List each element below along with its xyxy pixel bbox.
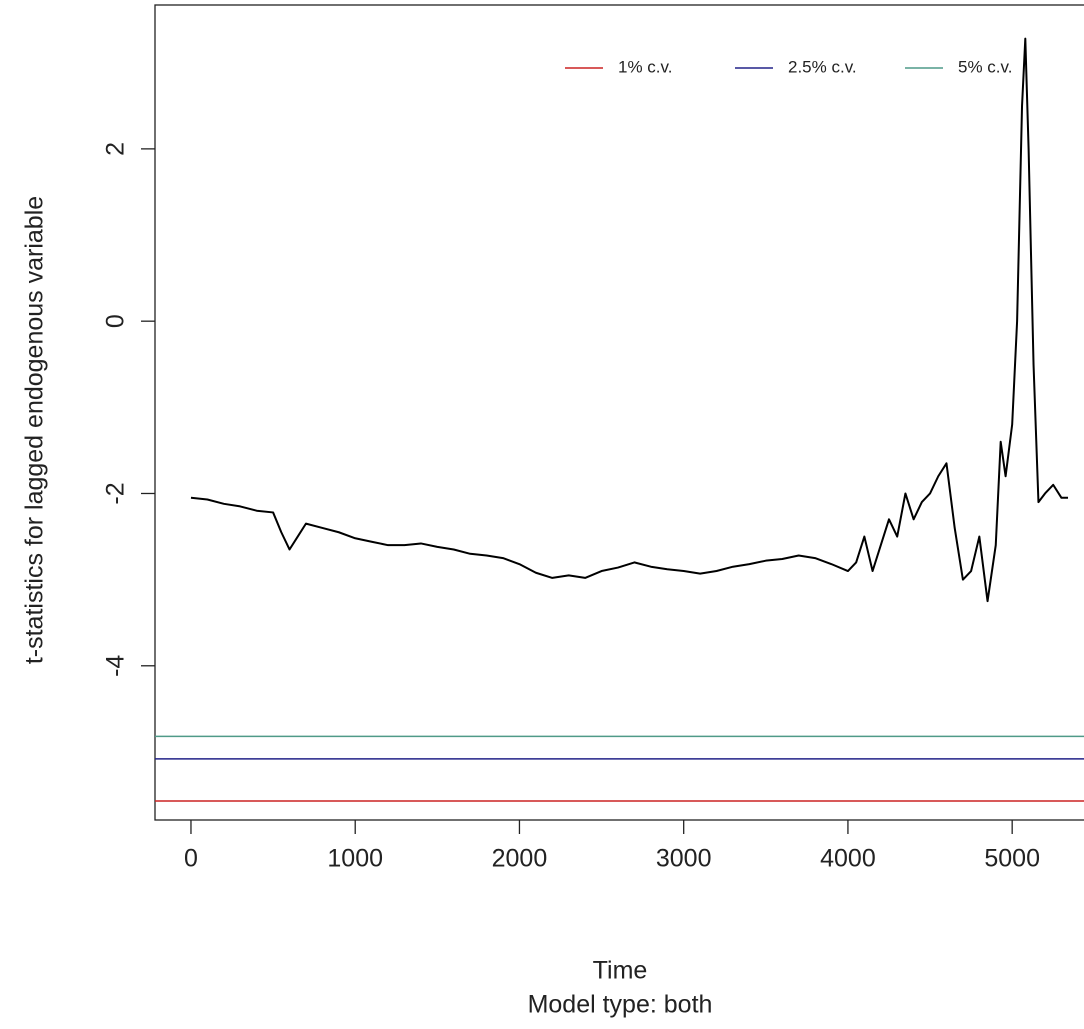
x-tick-label: 0 <box>184 845 198 873</box>
x-axis-title: Time <box>593 957 648 985</box>
x-tick-label: 5000 <box>984 845 1040 873</box>
x-tick-label: 1000 <box>327 845 383 873</box>
y-axis-title: t-statistics for lagged endogenous varia… <box>21 196 49 664</box>
legend-label: 2.5% c.v. <box>788 57 857 76</box>
y-tick-label: 2 <box>102 142 130 156</box>
data-line <box>190 37 1069 603</box>
y-tick-label: 0 <box>102 314 130 328</box>
x-tick-label: 4000 <box>820 845 876 873</box>
y-tick-label: -4 <box>102 655 130 677</box>
subtitle: Model type: both <box>528 991 713 1019</box>
plot-frame <box>154 4 1084 821</box>
x-tick-label: 2000 <box>492 845 548 873</box>
legend-label: 1% c.v. <box>618 57 672 76</box>
legend-label: 5% c.v. <box>958 57 1012 76</box>
x-tick-label: 3000 <box>656 845 712 873</box>
y-tick-label: -2 <box>102 482 130 504</box>
